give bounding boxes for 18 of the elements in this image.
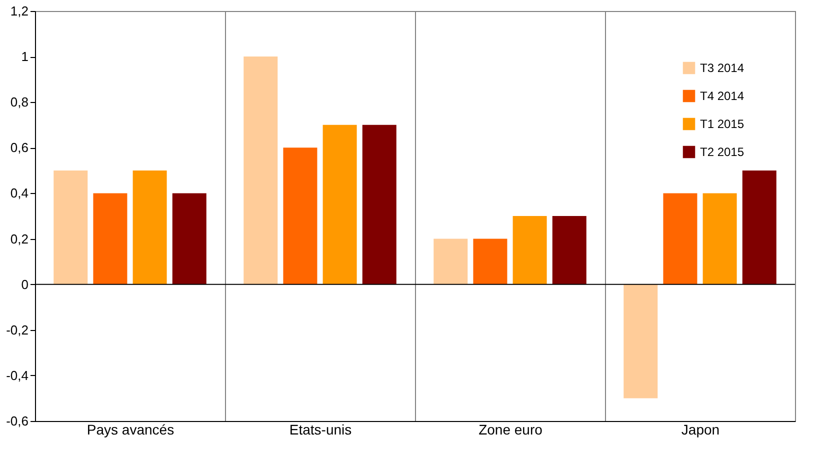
- y-tick-label: -0,2: [6, 322, 28, 338]
- y-tick-label: 1,2: [10, 4, 28, 18]
- legend-label: T2 2015: [700, 145, 744, 159]
- x-tick-label: Pays avancés: [86, 422, 174, 438]
- y-tick-label: 0,8: [10, 94, 28, 110]
- legend-label: T1 2015: [700, 117, 744, 131]
- y-tick-label: 0,2: [10, 231, 28, 246]
- y-tick-label: 0,6: [10, 140, 28, 156]
- y-tick-label: 1: [21, 49, 28, 64]
- x-tick-label: Zone euro: [478, 422, 543, 438]
- y-tick-label: 0,4: [10, 186, 28, 201]
- x-tick-label: Japon: [681, 422, 720, 438]
- legend-label: T4 2014: [700, 89, 744, 103]
- y-tick-label: -0,4: [6, 368, 28, 383]
- x-tick-label: Etats-unis: [289, 422, 352, 438]
- y-tick-label: 0: [21, 276, 28, 292]
- legend-label: T3 2014: [700, 61, 744, 75]
- y-tick-label: -0,6: [6, 414, 28, 428]
